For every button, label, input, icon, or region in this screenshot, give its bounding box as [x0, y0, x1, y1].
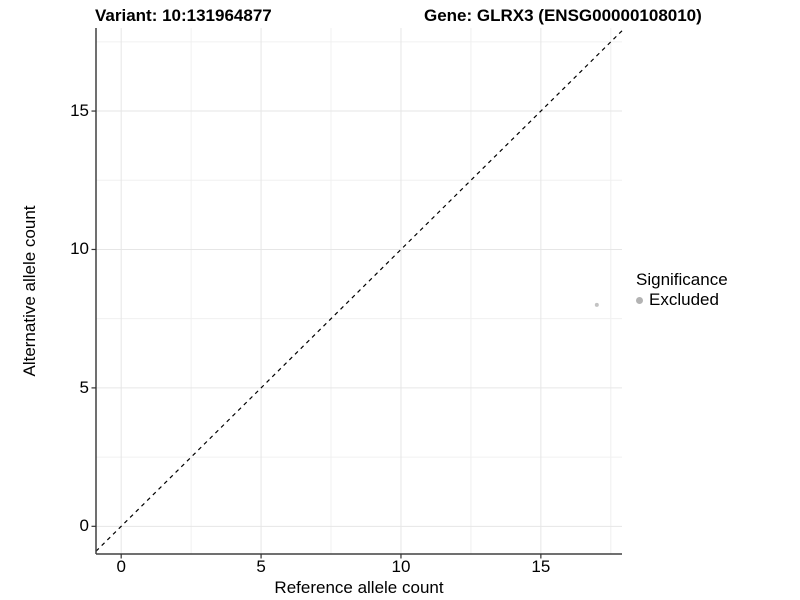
y-tick-label: 5	[79, 377, 89, 397]
legend-item: Excluded	[636, 290, 728, 310]
legend-title: Significance	[636, 270, 728, 289]
plot-title-gene: Gene: GLRX3 (ENSG00000108010)	[424, 6, 702, 25]
y-tick-label: 0	[79, 516, 89, 536]
legend-key-dot-icon	[636, 296, 643, 304]
legend: Significance Excluded	[636, 270, 728, 310]
x-tick-label: 10	[391, 557, 411, 576]
y-axis-title: Alternative allele count	[20, 205, 39, 377]
plot-title-variant: Variant: 10:131964877	[95, 6, 272, 25]
plot-panel-svg	[91, 28, 623, 559]
x-tick-label: 15	[531, 557, 551, 576]
plot-panel	[91, 28, 623, 559]
legend-item-label: Excluded	[649, 290, 719, 309]
x-tick-label: 0	[116, 557, 126, 576]
data-point	[594, 302, 599, 307]
x-axis-title: Reference allele count	[274, 578, 444, 597]
legend-items: Excluded	[636, 290, 728, 310]
identity-dashed-line	[95, 30, 623, 552]
y-tick-label: 15	[70, 101, 89, 121]
y-tick-label: 10	[70, 239, 89, 259]
x-tick-label: 5	[256, 557, 266, 576]
